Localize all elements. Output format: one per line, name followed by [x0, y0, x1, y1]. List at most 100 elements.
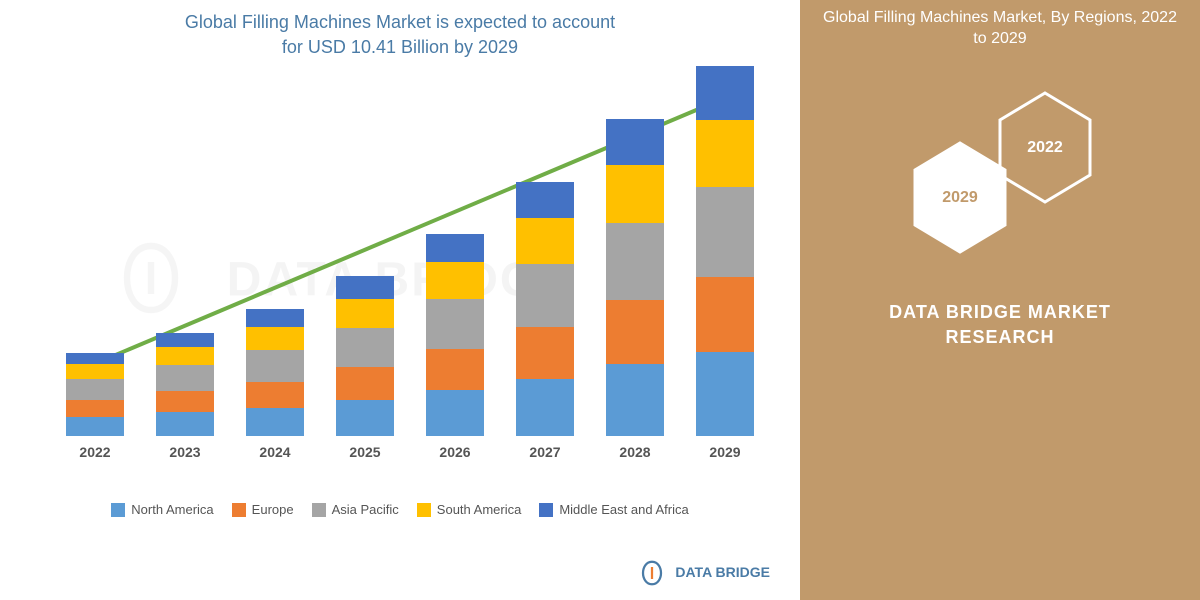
right-panel: Global Filling Machines Market, By Regio… [800, 0, 1200, 600]
bar-segment [696, 66, 754, 120]
bar-stack [696, 66, 754, 436]
bar-stack [516, 182, 574, 437]
legend-swatch [111, 503, 125, 517]
bar-stack [66, 353, 124, 437]
bar-group: 2027 [510, 182, 580, 461]
footer-logo: DATA BRIDGE [637, 558, 770, 588]
bar-segment [426, 349, 484, 390]
main-container: Global Filling Machines Market is expect… [0, 0, 1200, 600]
bar-label: 2025 [349, 444, 380, 460]
bar-segment [246, 350, 304, 382]
bar-stack [336, 276, 394, 436]
legend-label: North America [131, 502, 213, 517]
bar-segment [606, 165, 664, 223]
title-line-1: Global Filling Machines Market is expect… [185, 12, 615, 32]
bar-stack [246, 309, 304, 437]
legend-item: Europe [232, 502, 294, 517]
bar-label: 2027 [529, 444, 560, 460]
chart-area: DATA BRIDGE 2022202320242025202620272028… [20, 70, 780, 490]
legend-swatch [312, 503, 326, 517]
bar-segment [426, 262, 484, 299]
legend-item: Middle East and Africa [539, 502, 688, 517]
bar-group: 2026 [420, 234, 490, 461]
bar-segment [246, 408, 304, 437]
bar-segment [516, 379, 574, 437]
bar-label: 2029 [709, 444, 740, 460]
bar-group: 2028 [600, 119, 670, 460]
chart-title: Global Filling Machines Market is expect… [20, 10, 780, 60]
bar-segment [516, 182, 574, 219]
bar-label: 2026 [439, 444, 470, 460]
bar-segment [156, 347, 214, 365]
bar-segment [156, 412, 214, 436]
bar-segment [336, 276, 394, 299]
bar-group: 2029 [690, 66, 760, 460]
bar-label: 2022 [79, 444, 110, 460]
bar-stack [426, 234, 484, 437]
legend: North America Europe Asia Pacific South Ame… [20, 502, 780, 517]
bar-segment [66, 417, 124, 436]
bar-label: 2023 [169, 444, 200, 460]
bar-segment [66, 353, 124, 365]
brand-text: DATA BRIDGE MARKET RESEARCH [800, 300, 1200, 350]
bar-segment [606, 364, 664, 436]
legend-swatch [232, 503, 246, 517]
bar-segment [156, 391, 214, 412]
brand-line-1: DATA BRIDGE MARKET [889, 302, 1111, 322]
bar-group: 2023 [150, 333, 220, 461]
bar-segment [426, 390, 484, 436]
legend-item: Asia Pacific [312, 502, 399, 517]
bar-stack [606, 119, 664, 436]
bar-segment [696, 120, 754, 187]
legend-label: Middle East and Africa [559, 502, 688, 517]
bar-segment [336, 328, 394, 367]
bar-segment [426, 234, 484, 263]
bar-segment [606, 223, 664, 300]
hex-2029-label: 2029 [942, 189, 978, 207]
bar-segment [66, 400, 124, 417]
bars-container: 2022 2023 2024 2025 2026 2027 2028 2029 [50, 90, 770, 460]
hexagon-2029: 2029 [910, 140, 1010, 255]
footer-logo-icon [637, 558, 667, 588]
bar-segment [66, 379, 124, 400]
title-line-2: for USD 10.41 Billion by 2029 [282, 37, 518, 57]
bar-group: 2024 [240, 309, 310, 461]
bar-segment [246, 309, 304, 327]
bar-segment [336, 400, 394, 437]
brand-line-2: RESEARCH [945, 327, 1054, 347]
bar-segment [336, 299, 394, 328]
bar-group: 2025 [330, 276, 400, 460]
chart-panel: Global Filling Machines Market is expect… [0, 0, 800, 600]
bar-segment [696, 277, 754, 352]
legend-label: Asia Pacific [332, 502, 399, 517]
hex-2022-label: 2022 [1027, 139, 1063, 157]
hexagon-group: 2022 2029 [890, 90, 1110, 270]
legend-label: South America [437, 502, 522, 517]
footer-logo-text: DATA BRIDGE [675, 565, 770, 580]
bar-segment [606, 300, 664, 364]
bar-segment [696, 352, 754, 437]
bar-segment [66, 364, 124, 378]
hexagon-2022: 2022 [995, 90, 1095, 205]
bar-group: 2022 [60, 353, 130, 461]
bar-segment [516, 264, 574, 326]
bar-stack [156, 333, 214, 437]
bar-segment [606, 119, 664, 165]
legend-swatch [417, 503, 431, 517]
bar-segment [426, 299, 484, 349]
right-panel-title: Global Filling Machines Market, By Regio… [800, 8, 1200, 50]
bar-segment [516, 218, 574, 264]
bar-label: 2028 [619, 444, 650, 460]
bar-segment [696, 187, 754, 276]
bar-segment [156, 333, 214, 347]
legend-item: South America [417, 502, 522, 517]
bar-segment [246, 327, 304, 350]
bar-segment [336, 367, 394, 400]
bar-label: 2024 [259, 444, 290, 460]
bar-segment [246, 382, 304, 408]
legend-swatch [539, 503, 553, 517]
bar-segment [516, 327, 574, 379]
legend-item: North America [111, 502, 213, 517]
bar-segment [156, 365, 214, 391]
legend-label: Europe [252, 502, 294, 517]
